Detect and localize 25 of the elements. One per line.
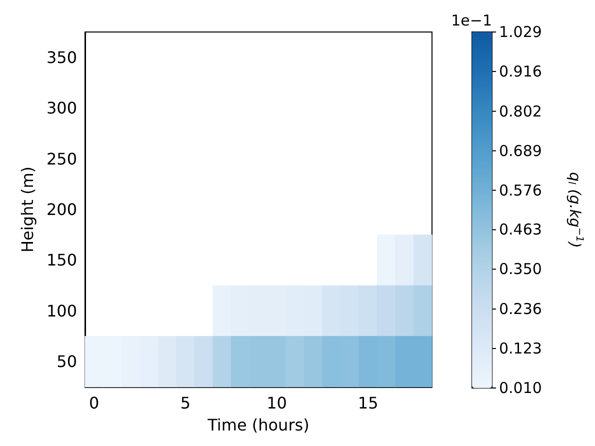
x-tick-label: 15 bbox=[358, 394, 378, 412]
color-bar-label: 0.802 bbox=[499, 102, 542, 120]
x-tick-label: 5 bbox=[180, 394, 191, 412]
color-bar-label: 0.236 bbox=[499, 300, 542, 318]
text: 1e−1 bbox=[451, 12, 492, 30]
color-bar-label: 0.689 bbox=[499, 142, 542, 160]
x-tick-label: 0 bbox=[89, 394, 100, 412]
y-tick-label: 250 bbox=[46, 149, 77, 168]
color-bar-label: 0.123 bbox=[499, 340, 542, 358]
color-bar-title: ql (g.kg−1) bbox=[566, 172, 584, 248]
y-tick-label: 150 bbox=[46, 250, 77, 270]
y-tick-label: 300 bbox=[46, 98, 77, 118]
x-tick-label: 10 bbox=[266, 394, 287, 412]
color-bar-label: 0.463 bbox=[499, 220, 542, 239]
y-tick-label: 200 bbox=[46, 200, 77, 219]
x-axis-title: Time (hours) bbox=[206, 416, 310, 434]
color-bar-label: 0.916 bbox=[499, 62, 542, 80]
color-bar-label: 1.029 bbox=[499, 23, 542, 41]
color-bar-label: 0.350 bbox=[499, 260, 542, 278]
y-tick-label: 100 bbox=[46, 301, 77, 320]
color-bar-label: 0.576 bbox=[499, 181, 542, 200]
color-bar-label: 0.010 bbox=[499, 379, 542, 397]
y-tick-label: 350 bbox=[46, 48, 77, 67]
y-tick-label: 50 bbox=[56, 352, 77, 372]
y-axis-title: Height (m) bbox=[18, 166, 38, 253]
